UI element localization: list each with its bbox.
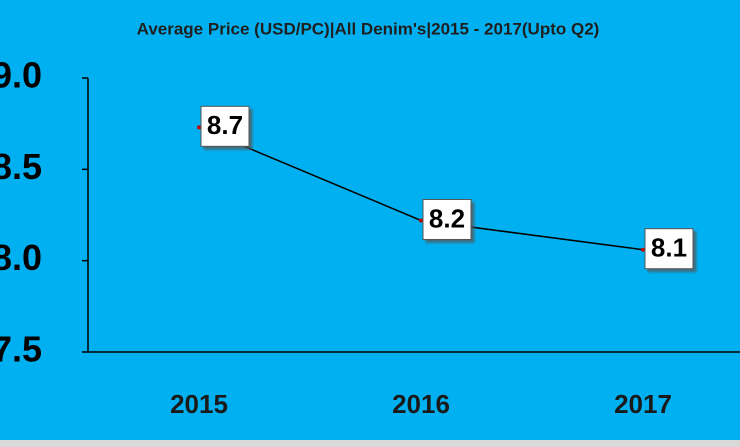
data-label: 8.2 [429, 203, 465, 233]
point [641, 247, 645, 252]
y-tick-label: 7.5 [0, 329, 42, 370]
data-label-box [422, 198, 472, 240]
point [419, 218, 423, 223]
data-label-box [200, 105, 250, 147]
x-tick-label: 2015 [170, 389, 228, 419]
data-label-box [644, 228, 694, 270]
data-label: 8.1 [651, 233, 687, 263]
y-tick-label: 8.5 [0, 146, 42, 187]
point [197, 125, 201, 130]
chart-title: Average Price (USD/PC)|All Denim's|2015 … [137, 19, 600, 38]
y-tick-label: 9.0 [0, 55, 42, 96]
x-tick-label: 2017 [614, 389, 672, 419]
data-label: 8.7 [207, 110, 243, 140]
y-tick-label: 8.0 [0, 237, 42, 278]
x-tick-label: 2016 [392, 389, 450, 419]
